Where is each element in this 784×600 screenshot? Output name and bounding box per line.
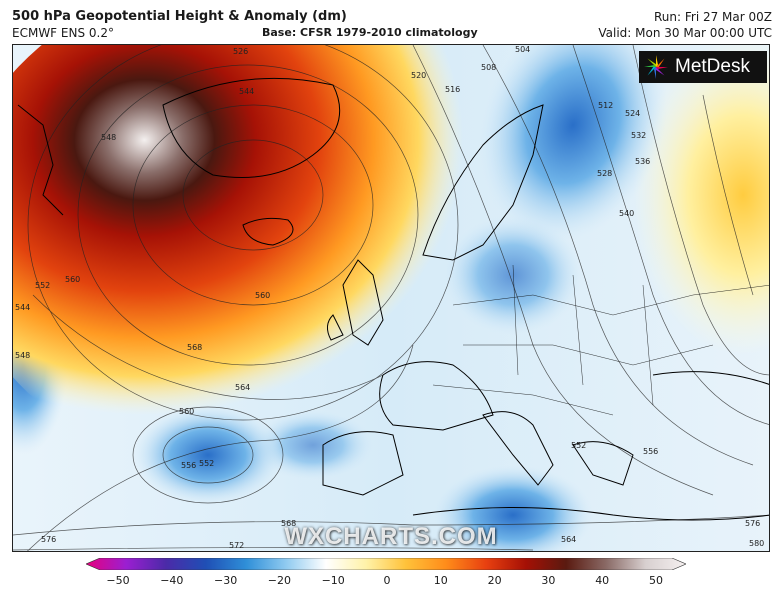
contour-label: 576 [41,535,57,544]
contour-label: 524 [625,109,641,118]
run-time-label: Run: Fri 27 Mar 00Z [653,10,772,24]
cold-anomaly-mediterranean [433,465,593,551]
contour-label: 508 [481,63,497,72]
coastlines [17,77,769,521]
colorbar-tick-label: −50 [106,574,130,587]
contour-label: 544 [239,87,255,96]
contour-label: 544 [15,303,31,312]
colorbar-tick-label: −30 [213,574,238,587]
contour-label: 548 [15,351,31,360]
contour-label: 540 [619,209,635,218]
contour-label: 536 [635,157,651,166]
model-label: ECMWF ENS 0.2° [12,26,114,40]
contour-label: 556 [181,461,197,470]
contour-label: 532 [631,131,647,140]
contour-label: 568 [281,519,297,528]
contour-label: 560 [65,275,81,284]
contour-label: 504 [515,45,531,54]
metdesk-logo: MetDesk [639,51,767,83]
contour-label: 580 [749,539,765,548]
contour-label: 552 [199,459,215,468]
contour-label: 560 [179,407,195,416]
colorbar-tick-label: 0 [383,574,391,587]
colorbar-tick-label: 10 [433,574,448,587]
metdesk-star-icon [644,55,668,79]
contour-label: 560 [255,291,271,300]
contour-label: 526 [233,47,249,56]
colorbar [86,558,686,570]
base-climatology-label: Base: CFSR 1979-2010 climatology [262,26,478,39]
colorbar-tick-label: 30 [541,574,556,587]
contour-label: 564 [235,383,251,392]
colorbar-tick-label: 20 [487,574,502,587]
contour-label: 576 [745,519,761,528]
colorbar-tick-label: −10 [321,574,345,587]
contour-label: 516 [445,85,461,94]
contour-label: 564 [561,535,577,544]
anomaly-map [13,45,769,551]
contour-label: 548 [101,133,117,142]
contour-label: 572 [229,541,245,550]
contour-label: 556 [643,447,659,456]
contour-label: 552 [35,281,51,290]
valid-time-label: Valid: Mon 30 Mar 00:00 UTC [598,26,772,40]
country-borders [432,264,769,416]
watermark: WXCHARTS.COM [284,523,498,550]
chart-title: 500 hPa Geopotential Height & Anomaly (d… [12,9,347,24]
contour-label: 520 [411,71,427,80]
contour-label: 528 [597,169,613,178]
colorbar-tick-label: 50 [649,574,663,587]
contour-label: 512 [598,101,614,110]
logo-text: MetDesk [675,56,750,77]
warm-anomaly-block [13,45,533,475]
height-contours [13,45,769,551]
colorbar-tick-label: 40 [595,574,610,587]
map-panel[interactable]: 526 544 520 516 508 504 512 524 532 536 … [12,44,770,552]
colorbar-tick-label: −20 [267,574,291,587]
warm-anomaly-east [633,45,769,355]
contour-label: 568 [187,343,203,352]
contour-label: 552 [571,441,587,450]
colorbar-tick-label: −40 [160,574,184,587]
